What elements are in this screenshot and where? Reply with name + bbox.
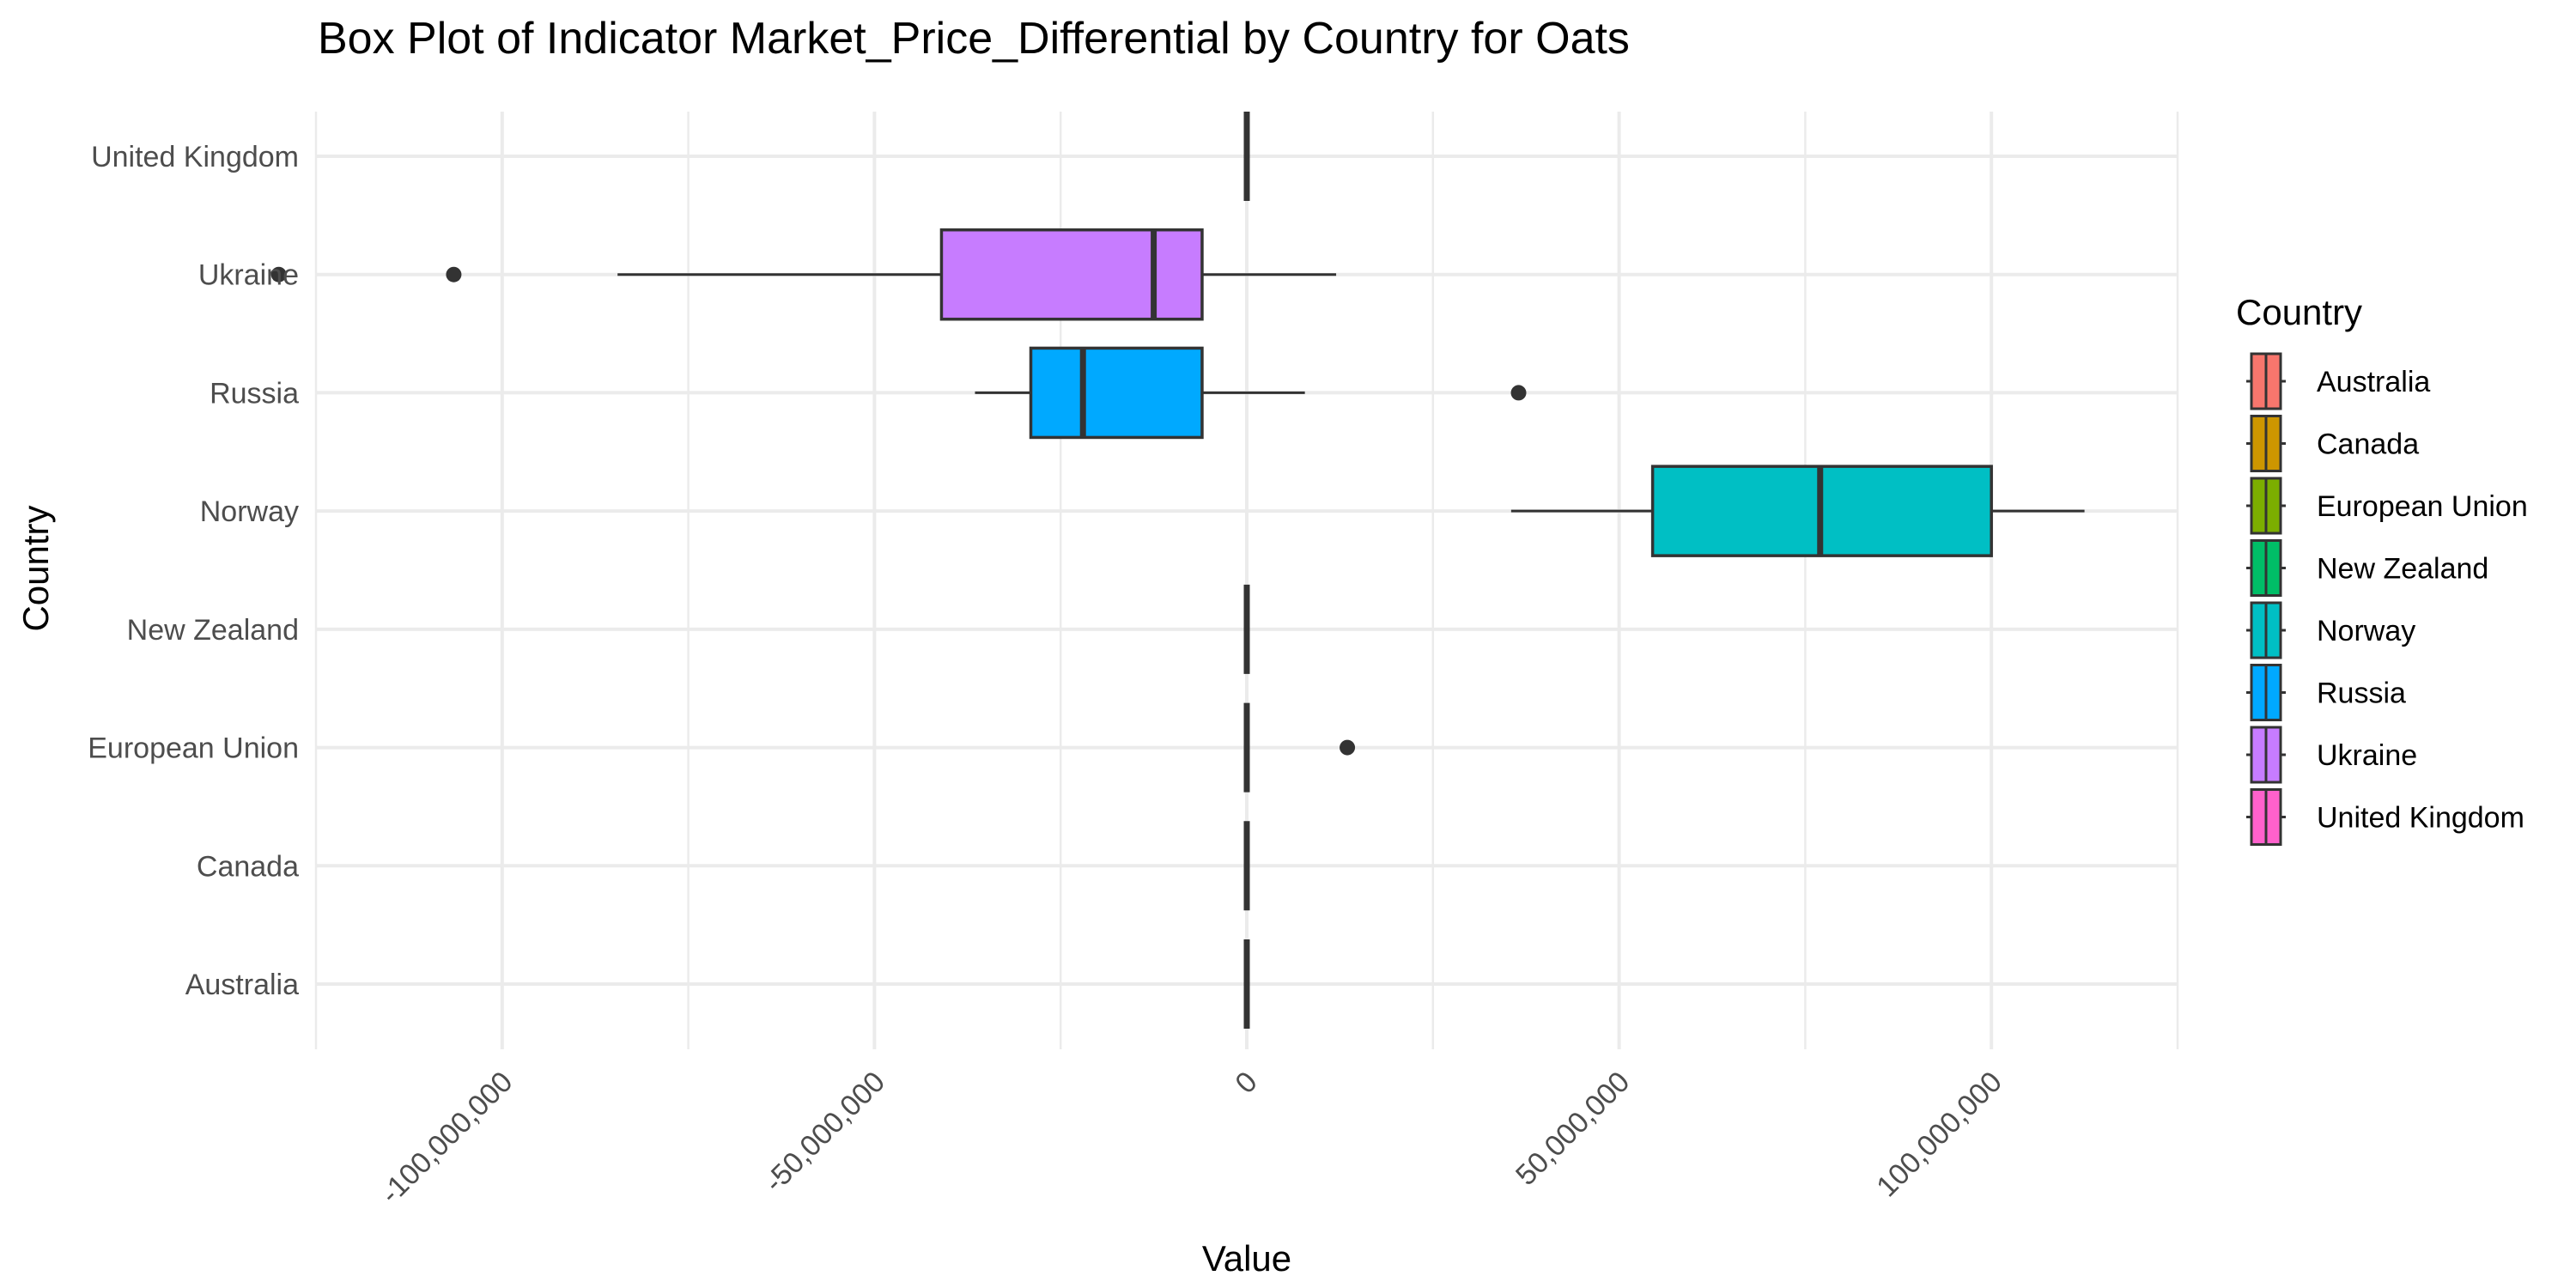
chart-title: Box Plot of Indicator Market_Price_Diffe… (318, 14, 1630, 64)
legend-item: New Zealand (2246, 539, 2488, 597)
y-tick-label: European Union (88, 732, 299, 765)
legend-item: Canada (2246, 415, 2419, 472)
legend-label: Ukraine (2317, 739, 2417, 772)
box-iqr (1029, 346, 1204, 440)
legend-label: European Union (2317, 490, 2528, 523)
legend-item: European Union (2246, 477, 2528, 535)
legend-item: United Kingdom (2246, 788, 2524, 846)
x-tick-label: -50,000,000 (758, 1066, 891, 1199)
y-tick-label: New Zealand (127, 614, 299, 647)
legend-item: Australia (2246, 352, 2430, 410)
y-tick-label: Russia (210, 377, 299, 410)
legend-title: Country (2236, 292, 2362, 332)
legend-items: Australia Canada European Union New Zealand… (2246, 352, 2528, 846)
y-tick-label: Canada (197, 850, 299, 883)
outlier-point (1340, 739, 1356, 756)
outlier-point (270, 266, 287, 283)
legend-item: Ukraine (2246, 726, 2417, 784)
x-tick-label: -100,000,000 (374, 1066, 519, 1211)
y-axis-tick-labels: Australia Canada European Union New Zealand… (88, 141, 299, 1001)
box-ukraine (270, 228, 1337, 321)
x-axis-title: Value (1202, 1238, 1291, 1279)
box-russia (975, 346, 1527, 440)
legend-item: Norway (2246, 601, 2415, 659)
x-axis-tick-labels: -100,000,000 -50,000,000 0 50,000,000 100,00… (374, 1066, 2008, 1211)
box-norway (1510, 465, 2085, 557)
y-tick-label: Australia (185, 969, 299, 1001)
legend-item: Russia (2246, 664, 2406, 721)
box-iqr (939, 228, 1204, 321)
box-plot-marks (270, 112, 2085, 1029)
legend-label: Canada (2317, 428, 2419, 461)
legend-label: United Kingdom (2317, 802, 2524, 835)
x-tick-label: 50,000,000 (1510, 1066, 1636, 1192)
x-tick-label: 100,000,000 (1870, 1066, 2008, 1204)
legend-label: Russia (2317, 677, 2406, 710)
y-tick-label: Ukraine (198, 259, 299, 292)
legend-label: Norway (2317, 615, 2415, 647)
legend-label: Australia (2317, 366, 2430, 398)
legend-label: New Zealand (2317, 553, 2488, 586)
y-axis-title: Country (15, 505, 56, 631)
x-tick-label: 0 (1229, 1066, 1263, 1100)
box-european-union (1243, 702, 1356, 793)
outlier-point (446, 266, 462, 283)
legend: Country Australia Canada European Union New… (2236, 292, 2528, 846)
outlier-point (1510, 385, 1527, 401)
y-tick-label: United Kingdom (91, 141, 299, 173)
y-tick-label: Norway (200, 495, 299, 528)
